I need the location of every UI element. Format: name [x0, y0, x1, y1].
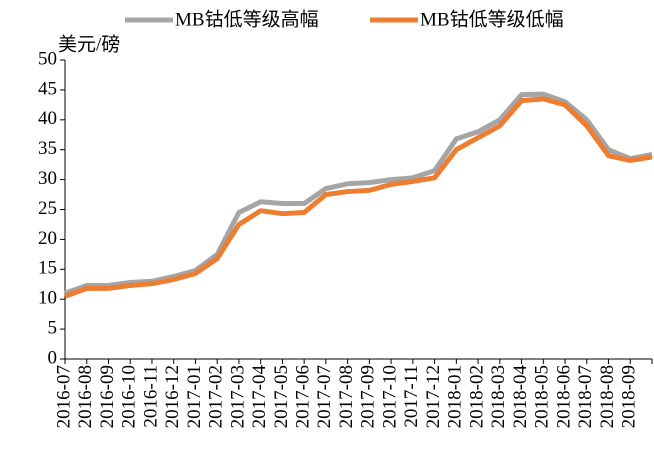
x-tick-label: 2017-01: [184, 365, 205, 428]
x-tick-label: 2017-02: [206, 365, 227, 428]
x-tick-label: 2018-07: [575, 365, 596, 428]
x-tick-label: 2016-07: [53, 365, 74, 428]
y-axis-label: 美元/磅: [58, 33, 120, 55]
x-tick-label: 2018-01: [445, 365, 466, 428]
x-tick-label: 2017-11: [401, 365, 422, 428]
x-tick-label: 2017-09: [358, 365, 379, 428]
x-tick-label: 2017-12: [423, 365, 444, 428]
x-tick-label: 2017-05: [271, 365, 292, 428]
x-tick-label: 2018-06: [553, 365, 574, 428]
x-tick-label: 2018-04: [510, 365, 531, 429]
x-tick-label: 2018-03: [488, 365, 509, 428]
x-tick-label: 2018-05: [532, 365, 553, 428]
legend-label: MB钴低等级低幅: [420, 8, 564, 30]
x-tick-label: 2018-02: [466, 365, 487, 428]
y-tick-label: 40: [38, 108, 57, 129]
x-tick-label: 2017-07: [314, 365, 335, 428]
x-tick-label: 2018-09: [619, 365, 640, 428]
x-tick-label: 2016-09: [97, 365, 118, 428]
y-tick-label: 15: [38, 258, 57, 279]
y-tick-label: 35: [38, 138, 57, 159]
series-line: [64, 96, 653, 299]
legend-label: MB钴低等级高幅: [175, 8, 319, 30]
x-tick-label: 2018-08: [597, 365, 618, 428]
x-tick-label: 2017-06: [293, 365, 314, 428]
x-tick-label: 2016-11: [140, 365, 161, 428]
x-tick-label: 2016-12: [162, 365, 183, 428]
x-tick-label: 2017-10: [379, 365, 400, 428]
x-tick-label: 2017-03: [227, 365, 248, 428]
y-tick-label: 0: [48, 347, 58, 368]
y-tick-label: 30: [38, 168, 57, 189]
y-tick-label: 20: [38, 228, 57, 249]
x-tick-label: 2017-04: [249, 365, 270, 429]
x-tick-label: 2016-08: [75, 365, 96, 428]
x-tick-label: 2017-08: [336, 365, 357, 428]
x-tick-label: 2016-10: [119, 365, 140, 428]
y-tick-label: 45: [38, 78, 57, 99]
y-tick-label: 5: [48, 317, 58, 338]
y-tick-label: 10: [38, 288, 57, 309]
y-tick-label: 50: [38, 48, 57, 69]
y-tick-label: 25: [38, 198, 57, 219]
series-line: [64, 91, 653, 296]
